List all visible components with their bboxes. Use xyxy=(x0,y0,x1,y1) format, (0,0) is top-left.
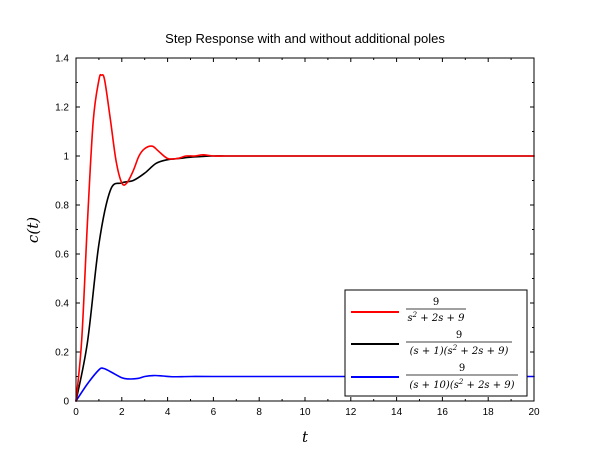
legend-label-series-2: 9 (s + 1)(s2 + 2s + 9) xyxy=(406,330,512,357)
y-tick-label: 1 xyxy=(63,152,69,163)
series-line-1 xyxy=(75,73,535,402)
y-tick-label: 1.2 xyxy=(55,103,69,114)
x-tick-label: 10 xyxy=(299,407,311,418)
x-tick-label: 0 xyxy=(73,407,79,418)
svg-text:(s + 1)(s2 + 2s + 9): (s + 1)(s2 + 2s + 9) xyxy=(410,344,509,357)
legend-label-series-1: 9 s2 + 2s + 9 xyxy=(406,297,466,324)
x-tick-label: 2 xyxy=(119,407,125,418)
chart-title: Step Response with and without additiona… xyxy=(165,31,445,46)
y-tick-label: 1.4 xyxy=(55,54,69,65)
x-tick-label: 18 xyxy=(483,407,495,418)
y-axis-label: c(t) xyxy=(24,217,42,243)
svg-text:s2 + 2s + 9: s2 + 2s + 9 xyxy=(408,311,466,324)
legend: 9 s2 + 2s + 9 9 (s + 1)(s2 + 2s + 9) 9 (… xyxy=(344,289,528,397)
y-tick-label: 0.6 xyxy=(55,250,69,261)
x-tick-label: 20 xyxy=(528,407,540,418)
svg-text:9: 9 xyxy=(433,297,439,308)
svg-text:9: 9 xyxy=(456,330,462,341)
x-axis-label: t xyxy=(302,428,309,446)
y-tick-label: 0.4 xyxy=(55,299,69,310)
legend-label-series-3: 9 (s + 10)(s2 + 2s + 9) xyxy=(406,363,518,391)
plot-frame xyxy=(75,57,535,402)
x-tick-label: 6 xyxy=(211,407,217,418)
y-tick-label: 0.2 xyxy=(55,348,69,359)
x-tick-label: 16 xyxy=(437,407,449,418)
x-tick-label: 14 xyxy=(391,407,403,418)
svg-text:9: 9 xyxy=(459,363,465,374)
x-tick-label: 4 xyxy=(165,407,171,418)
y-tick-label: 0 xyxy=(63,397,69,408)
x-tick-label: 8 xyxy=(256,407,262,418)
svg-text:(s + 10)(s2 + 2s + 9): (s + 10)(s2 + 2s + 9) xyxy=(409,378,514,391)
y-tick-label: 0.8 xyxy=(55,201,69,212)
x-tick-label: 12 xyxy=(345,407,357,418)
